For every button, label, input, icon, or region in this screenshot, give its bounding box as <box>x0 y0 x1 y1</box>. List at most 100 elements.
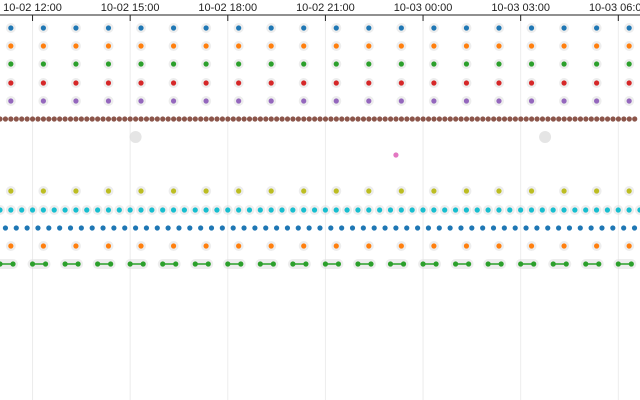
data-point <box>89 225 95 231</box>
data-point <box>301 25 307 31</box>
data-point <box>0 207 3 213</box>
data-point <box>306 116 312 122</box>
data-point <box>133 116 139 122</box>
data-point <box>474 116 480 122</box>
data-point <box>425 116 432 122</box>
data-point <box>29 261 36 267</box>
data-point <box>377 116 383 122</box>
data-point <box>203 243 209 249</box>
x-axis: 10-02 12:00 10-02 15:00 10-02 18:00 10-02 2… <box>0 2 640 21</box>
data-point <box>208 225 215 231</box>
data-point <box>268 80 274 86</box>
data-point <box>149 116 155 122</box>
data-point <box>561 43 567 49</box>
data-point <box>398 243 404 249</box>
data-point <box>230 225 236 231</box>
data-point <box>528 43 535 49</box>
data-point <box>400 261 407 267</box>
data-point <box>398 207 404 213</box>
data-point <box>138 116 144 122</box>
data-point <box>528 25 535 31</box>
data-point <box>257 261 263 267</box>
data-point <box>442 116 448 122</box>
data-point <box>73 43 79 49</box>
data-point <box>531 261 537 267</box>
data-point <box>387 116 394 122</box>
data-point <box>192 261 198 267</box>
data-point <box>333 98 339 104</box>
data-point <box>214 116 220 122</box>
data-point <box>73 243 79 249</box>
data-point <box>594 116 600 122</box>
data-point <box>322 261 329 267</box>
data-point <box>458 225 464 231</box>
data-point <box>138 61 144 67</box>
data-point <box>173 261 179 267</box>
data-point <box>236 116 242 122</box>
data-point <box>303 261 309 267</box>
data-point <box>507 116 513 122</box>
data-point <box>485 261 491 267</box>
data-point <box>344 207 350 213</box>
data-point <box>518 207 524 213</box>
data-point <box>528 61 535 67</box>
data-point <box>236 243 242 249</box>
data-point <box>360 225 366 231</box>
data-point <box>452 261 459 267</box>
data-point <box>203 25 209 31</box>
data-point <box>594 25 600 31</box>
data-point <box>176 116 182 122</box>
data-point <box>550 207 556 213</box>
data-point <box>203 80 209 86</box>
data-point <box>626 116 632 122</box>
data-point <box>523 225 529 231</box>
data-point <box>615 207 621 213</box>
data-point <box>371 225 377 231</box>
data-point <box>355 116 361 122</box>
data-point <box>95 116 101 122</box>
data-point <box>518 261 524 267</box>
data-point <box>393 116 399 122</box>
data-point <box>458 116 464 122</box>
data-point <box>545 116 551 122</box>
data-point <box>577 116 584 122</box>
data-point <box>138 188 144 194</box>
data-point <box>203 188 209 194</box>
data-point <box>561 80 567 86</box>
data-point <box>322 116 329 122</box>
data-point <box>127 116 133 122</box>
data-point <box>62 207 68 213</box>
data-point <box>366 98 372 104</box>
data-point <box>138 43 144 49</box>
data-point <box>447 225 453 231</box>
data-point <box>311 207 318 213</box>
data-point <box>263 225 269 231</box>
data-point <box>366 188 372 194</box>
data-point <box>594 43 600 49</box>
data-point <box>2 116 9 122</box>
data-point <box>290 116 296 122</box>
data-point <box>122 116 128 122</box>
data-point <box>257 207 263 213</box>
data-point <box>463 207 469 213</box>
data-point <box>111 225 117 231</box>
data-point <box>431 243 437 249</box>
data-point <box>105 243 112 249</box>
data-point <box>78 116 84 122</box>
data-point <box>236 61 242 67</box>
data-point <box>203 43 209 49</box>
data-point <box>73 188 79 194</box>
data-point <box>594 243 600 249</box>
data-point <box>621 116 627 122</box>
data-point <box>105 25 112 31</box>
data-point <box>604 207 610 213</box>
data-point <box>181 116 188 122</box>
data-point <box>566 225 573 231</box>
data-point <box>301 43 307 49</box>
data-point <box>73 98 79 104</box>
data-point <box>246 207 253 213</box>
data-point <box>626 207 632 213</box>
data-point <box>236 98 242 104</box>
data-point <box>431 61 437 67</box>
data-point <box>160 116 166 122</box>
